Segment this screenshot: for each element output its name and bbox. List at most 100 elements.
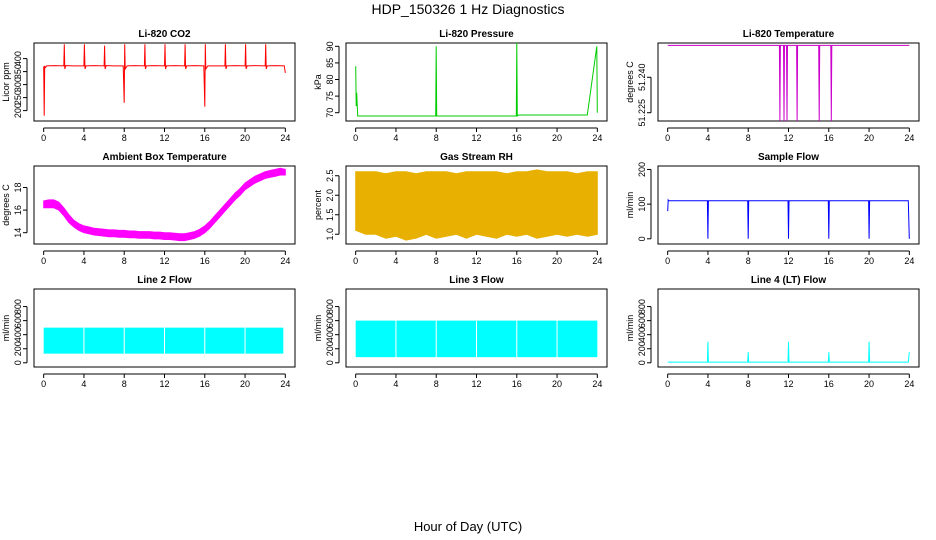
panel-title: Li-820 CO2 bbox=[138, 29, 191, 40]
x-tick-label: 16 bbox=[200, 133, 210, 143]
figure-title: HDP_150326 1 Hz Diagnostics bbox=[372, 1, 565, 17]
panel-title: Gas Stream RH bbox=[440, 152, 513, 163]
x-tick-label: 4 bbox=[81, 133, 86, 143]
series-line bbox=[667, 341, 910, 363]
y-tick-label: 1.5 bbox=[325, 208, 335, 221]
y-axis-label: kPa bbox=[313, 74, 323, 90]
flow-band bbox=[245, 327, 284, 354]
x-tick-label: 16 bbox=[200, 379, 210, 389]
y-tick-label: 200 bbox=[13, 103, 23, 118]
y-axis-label: Licor ppm bbox=[1, 62, 11, 102]
y-tick-label: 51.240 bbox=[637, 64, 647, 92]
x-tick-label: 8 bbox=[746, 133, 751, 143]
y-tick-label: 200 bbox=[637, 162, 647, 177]
y-tick-label: 0 bbox=[13, 360, 23, 365]
flow-band bbox=[557, 320, 598, 358]
x-tick-label: 0 bbox=[353, 256, 358, 266]
y-tick-label: 300 bbox=[13, 77, 23, 92]
y-axis-label: degrees C bbox=[625, 61, 635, 103]
flow-band bbox=[517, 320, 557, 358]
x-tick-label: 20 bbox=[864, 133, 874, 143]
y-axis-label: percent bbox=[313, 189, 323, 220]
x-tick-label: 20 bbox=[864, 379, 874, 389]
x-tick-label: 16 bbox=[512, 256, 522, 266]
series-line bbox=[667, 44, 910, 122]
y-tick-label: 250 bbox=[13, 90, 23, 105]
x-tick-label: 24 bbox=[280, 256, 290, 266]
y-tick-label: 70 bbox=[325, 108, 335, 118]
x-tick-label: 4 bbox=[705, 256, 710, 266]
flow-band bbox=[84, 327, 124, 354]
y-tick-label: 80 bbox=[325, 75, 335, 85]
panel-title: Li-820 Temperature bbox=[743, 29, 835, 40]
plot-frame bbox=[657, 288, 920, 368]
flow-band bbox=[165, 327, 205, 354]
x-tick-label: 20 bbox=[552, 256, 562, 266]
x-tick-label: 12 bbox=[783, 133, 793, 143]
y-tick-label: 600 bbox=[325, 313, 335, 328]
chart-panel-ambient: Ambient Box Temperature 0 4 8 12 16 20 24 14 16 18… bbox=[1, 152, 296, 266]
plot-frame bbox=[345, 165, 608, 245]
y-tick-label: 0 bbox=[637, 360, 647, 365]
x-tick-label: 8 bbox=[434, 256, 439, 266]
y-tick-label: 100 bbox=[637, 197, 647, 212]
x-tick-label: 24 bbox=[592, 256, 602, 266]
x-tick-label: 20 bbox=[864, 256, 874, 266]
x-tick-label: 0 bbox=[353, 379, 358, 389]
chart-panel-line3: Line 3 Flow 0 4 8 12 16 20 24 0 200400600800ml/mi… bbox=[313, 275, 608, 389]
series-line bbox=[667, 198, 910, 239]
x-tick-label: 12 bbox=[783, 379, 793, 389]
y-tick-label: 800 bbox=[325, 299, 335, 314]
y-tick-label: 16 bbox=[13, 205, 23, 215]
panel-title: Li-820 Pressure bbox=[439, 29, 514, 40]
panel-title: Line 3 Flow bbox=[449, 275, 504, 286]
y-tick-label: 400 bbox=[13, 51, 23, 66]
flow-band bbox=[205, 327, 245, 354]
y-tick-label: 600 bbox=[637, 313, 647, 328]
y-tick-label: 1.0 bbox=[325, 228, 335, 241]
x-tick-label: 12 bbox=[471, 379, 481, 389]
y-tick-label: 200 bbox=[13, 341, 23, 356]
chart-panel-rh: Gas Stream RH 0 4 8 12 16 20 24 1.0 1.5 2.0 2.5perc… bbox=[313, 152, 608, 266]
x-tick-label: 12 bbox=[159, 256, 169, 266]
x-tick-label: 4 bbox=[393, 133, 398, 143]
x-tick-label: 4 bbox=[81, 379, 86, 389]
x-tick-label: 12 bbox=[471, 256, 481, 266]
flow-band bbox=[477, 320, 517, 358]
y-tick-label: 90 bbox=[325, 41, 335, 51]
y-tick-label: 400 bbox=[637, 327, 647, 342]
y-tick-label: 75 bbox=[325, 91, 335, 101]
y-tick-label: 2.0 bbox=[325, 189, 335, 202]
chart-panel-temperature: Li-820 Temperature 0 4 8 12 16 20 24 51.225 51.24… bbox=[625, 29, 920, 143]
x-tick-label: 8 bbox=[746, 256, 751, 266]
x-tick-label: 24 bbox=[904, 379, 914, 389]
x-tick-label: 4 bbox=[705, 379, 710, 389]
x-tick-label: 8 bbox=[122, 379, 127, 389]
x-tick-label: 4 bbox=[393, 379, 398, 389]
y-tick-label: 800 bbox=[13, 299, 23, 314]
flow-band bbox=[355, 320, 396, 358]
plot-frame bbox=[657, 42, 920, 122]
plot-frame bbox=[33, 288, 296, 368]
x-tick-label: 0 bbox=[41, 256, 46, 266]
y-tick-label: 200 bbox=[637, 341, 647, 356]
chart-panel-line4: Line 4 (LT) Flow 0 4 8 12 16 20 24 0 200400600800… bbox=[625, 275, 920, 389]
x-tick-label: 12 bbox=[159, 133, 169, 143]
plot-frame bbox=[345, 42, 608, 122]
x-tick-label: 0 bbox=[665, 256, 670, 266]
x-tick-label: 0 bbox=[665, 379, 670, 389]
x-tick-label: 4 bbox=[705, 133, 710, 143]
x-tick-label: 0 bbox=[665, 133, 670, 143]
plot-frame bbox=[33, 165, 296, 245]
y-tick-label: 2.5 bbox=[325, 169, 335, 182]
x-tick-label: 24 bbox=[592, 379, 602, 389]
x-tick-label: 16 bbox=[512, 379, 522, 389]
x-tick-label: 12 bbox=[783, 256, 793, 266]
series-line bbox=[355, 42, 598, 117]
x-tick-label: 8 bbox=[434, 133, 439, 143]
plot-frame bbox=[33, 42, 296, 122]
x-tick-label: 16 bbox=[824, 379, 834, 389]
x-tick-label: 4 bbox=[393, 256, 398, 266]
series-band bbox=[43, 167, 286, 242]
